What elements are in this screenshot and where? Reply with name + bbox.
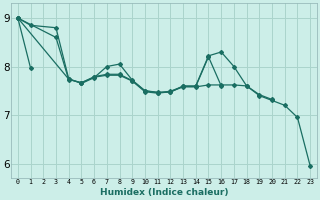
- X-axis label: Humidex (Indice chaleur): Humidex (Indice chaleur): [100, 188, 228, 197]
